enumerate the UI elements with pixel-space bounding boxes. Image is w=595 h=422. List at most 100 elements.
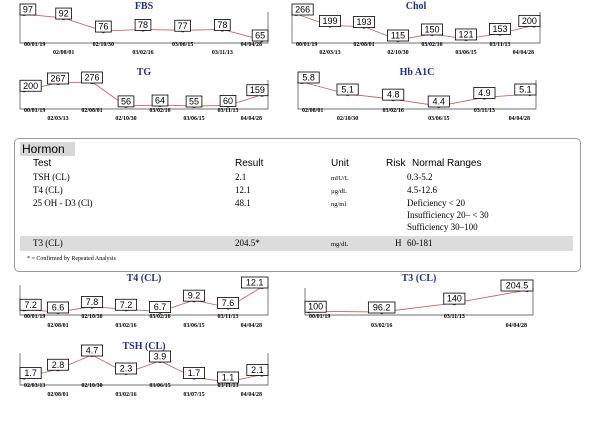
row-tsh-test: TSH (CL): [33, 172, 70, 182]
data-label-box: [55, 7, 72, 20]
data-label: 4.9: [478, 88, 491, 98]
data-label: 7.2: [24, 300, 37, 310]
data-label: 97: [23, 5, 33, 15]
x-tick-label: 03/06/15: [183, 116, 204, 122]
data-label: 204.5: [506, 281, 529, 291]
data-label-box: [500, 279, 534, 292]
x-tick-label: 03/06/15: [149, 383, 170, 389]
data-label: 4.4: [433, 97, 446, 107]
row-d3-test: 25 OH - D3 (Cl): [33, 198, 93, 208]
data-label-box: [420, 23, 443, 36]
data-label-box: [81, 71, 104, 84]
data-label: 6.6: [52, 303, 65, 313]
chart-title: TG: [137, 67, 152, 78]
tsh-chart: TSH (CL) 1.7 2.8 4.7 2.3 3.9 1.7 1.1 2.1 02/03/13…: [19, 341, 269, 398]
x-tick-label: 00/01/19: [24, 42, 45, 48]
row-t4-test: T4 (CL): [33, 185, 63, 195]
data-label-box: [318, 15, 342, 27]
data-label: 276: [84, 73, 99, 83]
row-tsh-result: 2.1: [235, 172, 247, 182]
x-tick-label: 03/07/15: [183, 392, 204, 398]
data-label: 267: [50, 73, 65, 83]
x-tick-label: 03/11/13: [217, 383, 238, 389]
data-label: 78: [217, 20, 227, 30]
data-label-box: [46, 358, 70, 371]
row-tsh-unit: mIU/L: [331, 175, 349, 182]
row-t4-range: 4.5-12.6: [407, 185, 437, 195]
data-label-box: [19, 79, 42, 92]
row-tsh-range: 0.3-5.2: [407, 172, 433, 182]
data-label-box: [46, 72, 70, 85]
x-tick-label: 03/06/15: [455, 50, 476, 56]
data-label: 56: [121, 96, 131, 106]
data-label: 6.7: [154, 302, 167, 312]
data-label: 193: [356, 17, 371, 27]
row-t3-unit: mg/dL: [331, 241, 349, 248]
data-label-box: [518, 14, 541, 27]
data-label: 64: [155, 96, 165, 106]
header-test: Test: [33, 158, 52, 169]
series-line: [301, 81, 531, 107]
data-label: 12.1: [246, 278, 264, 288]
data-label-box: [214, 19, 231, 31]
data-label-box: [182, 289, 205, 302]
data-label: 7.8: [86, 297, 99, 307]
data-label-box: [427, 95, 450, 108]
x-tick-label: 03/02/16: [371, 323, 392, 329]
data-label-box: [240, 276, 269, 289]
data-label: 4.7: [86, 346, 99, 356]
x-tick-label: 02/10/30: [115, 116, 136, 122]
data-label-box: [473, 87, 496, 99]
chart-title: T4 (CL): [127, 273, 162, 284]
data-label-box: [174, 19, 191, 32]
row-t3-range: 60-181: [407, 238, 433, 248]
chart-title: Chol: [406, 1, 427, 12]
x-tick-label: 02/03/13: [47, 116, 68, 122]
row-t4-result: 12.1: [235, 185, 251, 195]
panel-title: Hormon: [20, 142, 75, 156]
data-label: 5.1: [519, 85, 532, 95]
x-tick-label: 00/01/19: [24, 314, 45, 320]
x-tick-label: 04/04/28: [241, 42, 262, 48]
data-label: 1.7: [188, 368, 201, 378]
data-label: 60: [223, 96, 233, 106]
footnote: * = Confirmed by Repeated Analysis: [27, 256, 116, 262]
data-label: 266: [295, 5, 310, 15]
x-tick-label: 02/08/01: [353, 42, 374, 48]
t3-chart: T3 (CL) 100 96.2 140 204.5 00/01/19 03/02/16 03…: [304, 273, 534, 329]
x-tick-label: 03/02/16: [115, 392, 136, 398]
x-tick-label: 02/10/30: [93, 42, 114, 48]
row-t3-test: T3 (CL): [33, 238, 63, 248]
x-tick-label: 03/02/16: [115, 323, 136, 329]
row-d3-range-3: Sufficiency 30–100: [407, 222, 478, 232]
x-tick-label: 03/11/13: [217, 314, 238, 320]
data-label-box: [19, 3, 37, 16]
row-t3-risk: H: [395, 238, 402, 248]
x-tick-label: 04/04/28: [241, 392, 262, 398]
data-label: 76: [98, 22, 108, 32]
t4-chart: T4 (CL) 7.2 6.6 7.8 7.2 6.7 9.2 7.6 12.1 00/01/19…: [19, 273, 269, 329]
chart-title: FBS: [135, 1, 154, 12]
x-tick-label: 03/11/13: [444, 314, 465, 320]
x-tick-label: 00/01/19: [24, 108, 45, 114]
data-label: 2.3: [120, 364, 133, 374]
data-label: 5.8: [302, 73, 315, 83]
x-tick-label: 02/03/13: [319, 50, 340, 56]
x-tick-label: 02/10/30: [337, 116, 358, 122]
data-label-box: [246, 84, 269, 97]
x-tick-label: 03/11/13: [474, 108, 495, 114]
x-tick-label: 03/02/16: [383, 108, 404, 114]
header-unit: Unit: [331, 158, 349, 169]
data-label: 7.6: [222, 298, 235, 308]
data-label-box: [95, 20, 112, 33]
row-d3-range-2: Insufficiency 20– < 30: [407, 210, 489, 220]
data-label-box: [185, 95, 203, 108]
data-label-box: [19, 298, 42, 311]
data-label: 7.2: [120, 300, 133, 310]
x-tick-label: 03/11/13: [212, 50, 233, 56]
data-label-box: [182, 367, 205, 379]
data-label: 4.8: [387, 90, 400, 100]
data-label-box: [115, 298, 138, 311]
data-label-box: [81, 344, 104, 357]
data-label-box: [443, 292, 466, 305]
